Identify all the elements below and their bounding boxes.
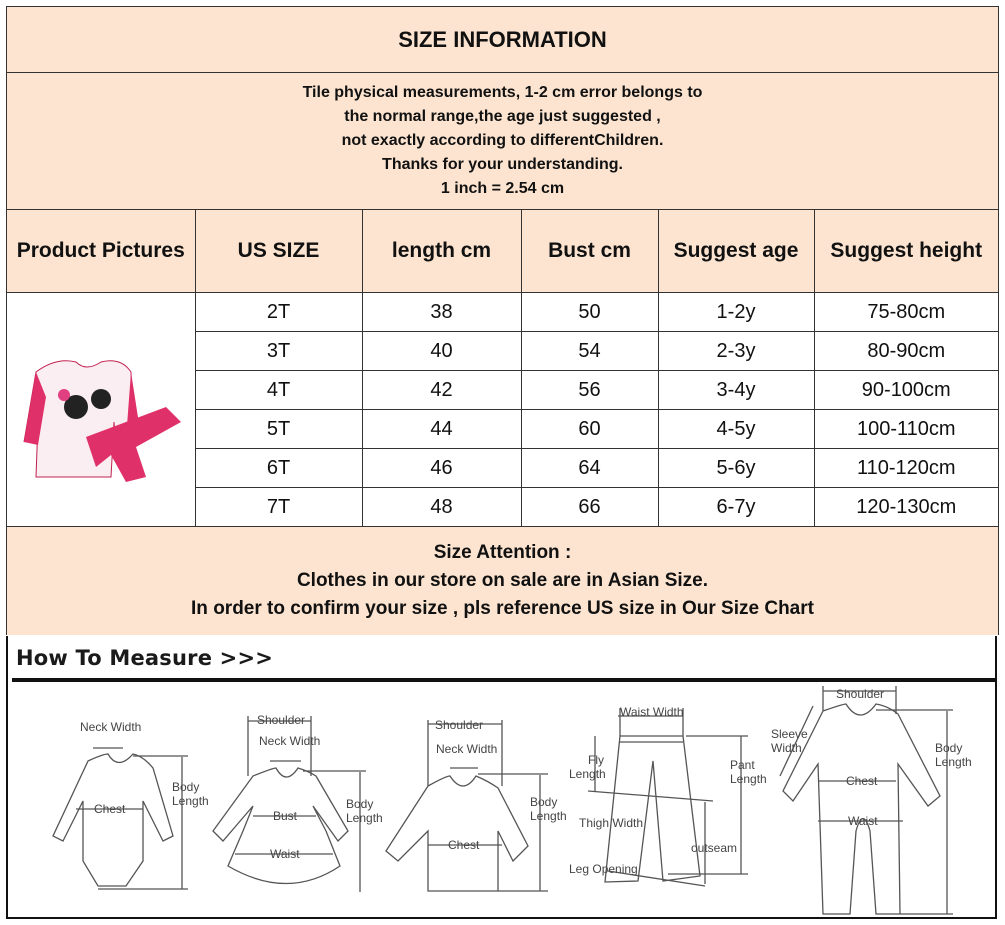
cell-length: 48	[361, 487, 522, 527]
size-chart: SIZE INFORMATION Tile physical measureme…	[6, 6, 999, 635]
header-us-size: US SIZE	[194, 210, 363, 293]
cell-us-size: 6T	[195, 448, 363, 488]
cell-us-size: 4T	[195, 370, 363, 410]
info-line: 1 inch = 2.54 cm	[440, 180, 565, 197]
label: Shoulder	[836, 687, 884, 701]
label: Neck Width	[80, 720, 141, 734]
info-line: Tile physical measurements, 1-2 cm error…	[302, 84, 703, 101]
cell-height: 75-80cm	[813, 292, 998, 332]
pajama-image	[23, 359, 181, 482]
label: Shoulder	[435, 718, 483, 732]
label: Pant	[730, 758, 755, 772]
cell-age: 1-2y	[657, 292, 815, 332]
header-length: length cm	[361, 210, 522, 293]
cell-age: 4-5y	[657, 409, 815, 449]
label: Thigh Width	[579, 816, 643, 830]
label: Chest	[94, 802, 126, 816]
cell-length: 44	[361, 409, 522, 449]
cell-bust: 64	[520, 448, 659, 488]
divider	[12, 678, 995, 682]
label: Length	[935, 755, 972, 769]
table-row: 2T 38 50 1-2y 75-80cm	[7, 292, 998, 527]
table-row: 6T 46 64 5-6y 110-120cm	[7, 448, 998, 488]
info-line: not exactly according to differentChildr…	[341, 132, 664, 149]
measure-diagrams: Neck Width Chest Body Length Shoulder Ne…	[52, 686, 972, 915]
label: Length	[346, 811, 383, 825]
label: Length	[172, 794, 209, 808]
label: outseam	[691, 841, 737, 855]
table-row: 7T 48 66 6-7y 120-130cm	[7, 487, 998, 527]
table-row: 5T 44 60 4-5y 100-110cm	[7, 409, 998, 449]
header-product-pictures: Product Pictures	[7, 210, 196, 293]
label: Body	[530, 795, 557, 809]
cell-bust: 66	[520, 487, 659, 527]
label: Neck Width	[259, 734, 320, 748]
header-bust: Bust cm	[520, 210, 659, 293]
table-header-row: Product Pictures US SIZE length cm Bust …	[7, 210, 998, 293]
label: Length	[730, 772, 767, 786]
label: Waist	[848, 814, 878, 828]
how-to-measure: How To Measure >>> Neck Width Chest Body…	[6, 636, 997, 919]
label: Length	[530, 809, 567, 823]
cell-us-size: 5T	[195, 409, 363, 449]
product-picture	[7, 292, 196, 527]
label: Body	[935, 741, 962, 755]
cell-bust: 54	[520, 331, 659, 371]
info-block: Tile physical measurements, 1-2 cm error…	[7, 73, 998, 210]
cell-age: 2-3y	[657, 331, 815, 371]
romper-diagram: Shoulder Sleeve Width Chest Waist Body L…	[771, 686, 972, 915]
cell-length: 46	[361, 448, 522, 488]
label: Length	[569, 767, 606, 781]
size-attention: Size Attention : Clothes in our store on…	[7, 527, 998, 635]
label: Chest	[846, 774, 878, 788]
info-line: the normal range,the age just suggested …	[344, 108, 661, 125]
shirt-diagram: Shoulder Neck Width Chest Body Length	[385, 718, 567, 892]
cell-bust: 60	[520, 409, 659, 449]
cell-bust: 50	[520, 292, 659, 332]
cell-height: 80-90cm	[813, 331, 998, 371]
cell-us-size: 7T	[195, 487, 363, 527]
header-age: Suggest age	[657, 210, 815, 293]
attention-heading: Size Attention :	[433, 542, 572, 563]
bodysuit-diagram: Neck Width Chest Body Length	[52, 720, 209, 890]
info-line: Thanks for your understanding.	[382, 156, 623, 173]
label: Waist	[270, 847, 300, 861]
cell-length: 42	[361, 370, 522, 410]
how-to-measure-title: How To Measure >>>	[16, 646, 274, 670]
cell-length: 38	[361, 292, 522, 332]
page-title: SIZE INFORMATION	[7, 7, 998, 73]
cell-height: 110-120cm	[813, 448, 998, 488]
cell-bust: 56	[520, 370, 659, 410]
label: Body	[346, 797, 373, 811]
label: Bust	[273, 809, 298, 823]
table-row: 3T 40 54 2-3y 80-90cm	[7, 331, 998, 371]
table-row: 4T 42 56 3-4y 90-100cm	[7, 370, 998, 410]
label: Body	[172, 780, 199, 794]
cell-height: 120-130cm	[813, 487, 998, 527]
cell-age: 3-4y	[657, 370, 815, 410]
cell-age: 5-6y	[657, 448, 815, 488]
dress-diagram: Shoulder Neck Width Bust Waist Body Leng…	[212, 713, 383, 892]
cell-us-size: 3T	[195, 331, 363, 371]
label: Shoulder	[257, 713, 305, 727]
label: Width	[771, 741, 802, 755]
label: Leg Opening	[569, 862, 638, 876]
cell-age: 6-7y	[657, 487, 815, 527]
cell-height: 100-110cm	[813, 409, 998, 449]
cell-length: 40	[361, 331, 522, 371]
label: Chest	[448, 838, 480, 852]
label: Neck Width	[436, 742, 497, 756]
cell-height: 90-100cm	[813, 370, 998, 410]
label: Waist Width	[620, 705, 684, 719]
pants-diagram: Waist Width Fly Length Pant Length Thigh…	[569, 705, 767, 887]
attention-line: Clothes in our store on sale are in Asia…	[296, 570, 709, 591]
attention-line: In order to confirm your size , pls refe…	[191, 598, 814, 619]
header-height: Suggest height	[813, 210, 998, 293]
size-table: Product Pictures US SIZE length cm Bust …	[7, 210, 998, 527]
label: Sleeve	[771, 727, 808, 741]
cell-us-size: 2T	[194, 292, 363, 332]
label: Fly	[588, 753, 604, 767]
